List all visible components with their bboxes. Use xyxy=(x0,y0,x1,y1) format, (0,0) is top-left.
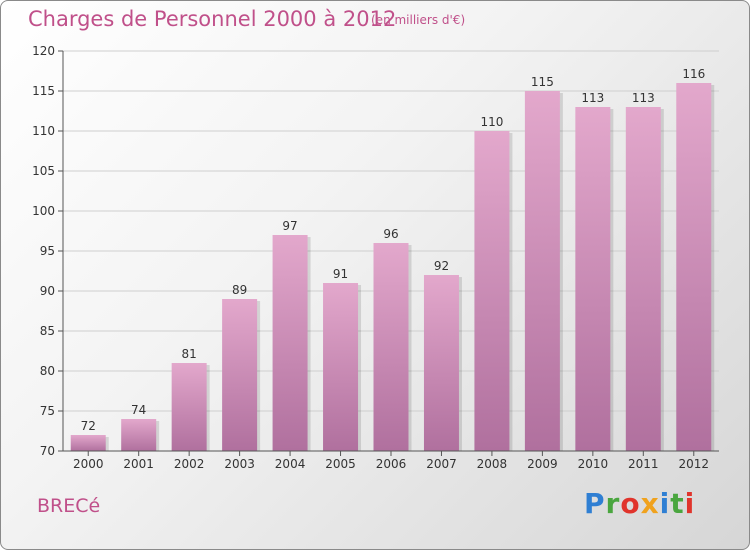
y-tick-label: 120 xyxy=(32,44,55,58)
bar xyxy=(676,83,712,451)
x-tick-label: 2007 xyxy=(426,457,457,471)
data-label: 110 xyxy=(480,115,503,129)
y-tick-label: 70 xyxy=(40,444,55,458)
data-label: 91 xyxy=(333,267,348,281)
x-tick-label: 2012 xyxy=(678,457,709,471)
bar xyxy=(474,131,510,451)
x-tick-label: 2001 xyxy=(123,457,154,471)
commune-name: BRECé xyxy=(37,495,101,517)
data-label: 96 xyxy=(383,227,398,241)
logo-letter: i xyxy=(659,487,671,520)
y-tick-label: 110 xyxy=(32,124,55,138)
y-tick-label: 80 xyxy=(40,364,55,378)
x-tick-label: 2005 xyxy=(325,457,356,471)
bar xyxy=(373,243,409,451)
x-tick-label: 2008 xyxy=(477,457,508,471)
y-tick-label: 90 xyxy=(40,284,55,298)
logo-letter: i xyxy=(684,487,696,520)
chart-title: Charges de Personnel 2000 à 2012 xyxy=(28,7,397,31)
bars: 72 74 81 89 97 91 96 92 110 115 113 113 116 xyxy=(70,67,715,451)
y-tick-label: 75 xyxy=(40,404,55,418)
data-label: 72 xyxy=(81,419,96,433)
y-tick-label: 115 xyxy=(32,84,55,98)
data-label: 81 xyxy=(182,347,197,361)
data-label: 92 xyxy=(434,259,449,273)
data-label: 113 xyxy=(632,91,655,105)
data-label: 115 xyxy=(531,75,554,89)
data-label: 89 xyxy=(232,283,247,297)
y-tick-label: 105 xyxy=(32,164,55,178)
y-tick-label: 100 xyxy=(32,204,55,218)
x-tick-label: 2002 xyxy=(174,457,205,471)
bar xyxy=(524,91,560,451)
data-label: 116 xyxy=(682,67,705,81)
data-label: 74 xyxy=(131,403,146,417)
x-tick-label: 2006 xyxy=(376,457,407,471)
x-tick-label: 2010 xyxy=(578,457,609,471)
data-label: 97 xyxy=(282,219,297,233)
bar xyxy=(423,275,459,451)
data-label: 113 xyxy=(581,91,604,105)
logo-letter: t xyxy=(670,487,685,520)
bar xyxy=(222,299,258,451)
bar xyxy=(171,363,207,451)
logo-letter: o xyxy=(620,487,641,520)
x-tick-label: 2009 xyxy=(527,457,558,471)
bar xyxy=(323,283,359,451)
bar xyxy=(70,435,106,451)
logo-letter: P xyxy=(584,487,606,520)
bar xyxy=(575,107,611,451)
chart-subtitle: (en milliers d'€) xyxy=(371,13,466,27)
logo-letter: x xyxy=(640,487,660,520)
x-tick-label: 2003 xyxy=(224,457,255,471)
x-tick-label: 2011 xyxy=(628,457,659,471)
bar xyxy=(625,107,661,451)
logo-letter: r xyxy=(605,487,621,520)
bar xyxy=(272,235,308,451)
bar xyxy=(121,419,157,451)
x-tick-label: 2000 xyxy=(73,457,104,471)
proxiti-logo[interactable]: Proxiti xyxy=(584,487,695,520)
axes: 70 75 80 85 90 95 100 105 110 115 120 2000 2001 2002 2… xyxy=(32,44,719,471)
y-tick-label: 95 xyxy=(40,244,55,258)
y-tick-label: 85 xyxy=(40,324,55,338)
x-tick-label: 2004 xyxy=(275,457,306,471)
